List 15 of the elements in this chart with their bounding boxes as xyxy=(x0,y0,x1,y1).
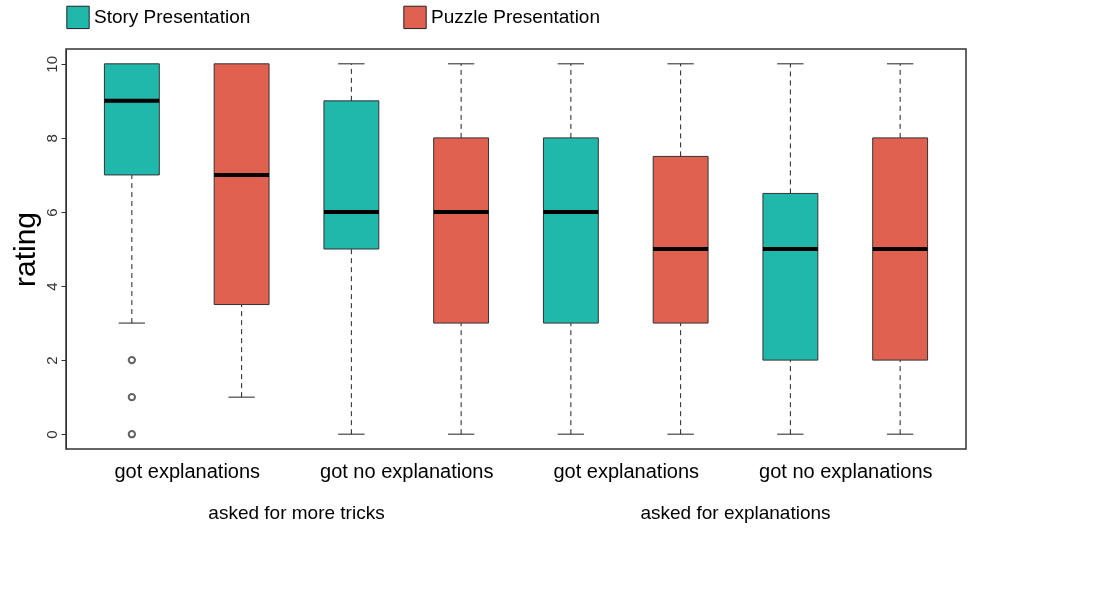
y-tick-label: 0 xyxy=(42,430,60,439)
y-tick-label: 2 xyxy=(42,356,60,365)
legend-label: Puzzle Presentation xyxy=(431,6,600,28)
text: asked for explanations xyxy=(640,502,831,523)
y-tick-label: 8 xyxy=(42,134,60,143)
x-tick-label: got explanations xyxy=(114,459,261,482)
x-tick-label: got explanations xyxy=(553,459,700,482)
x-tick-label: got no explanations xyxy=(759,459,933,482)
y-tick-label: 6 xyxy=(42,208,60,217)
y-tick-label: 4 xyxy=(42,282,60,291)
y-tick-label: 10 xyxy=(42,55,60,73)
x-tick-label: got no explanations xyxy=(320,459,494,482)
y-axis-title: rating xyxy=(7,211,41,288)
text: asked for more tricks xyxy=(208,502,385,523)
legend-label: Story Presentation xyxy=(94,6,251,28)
